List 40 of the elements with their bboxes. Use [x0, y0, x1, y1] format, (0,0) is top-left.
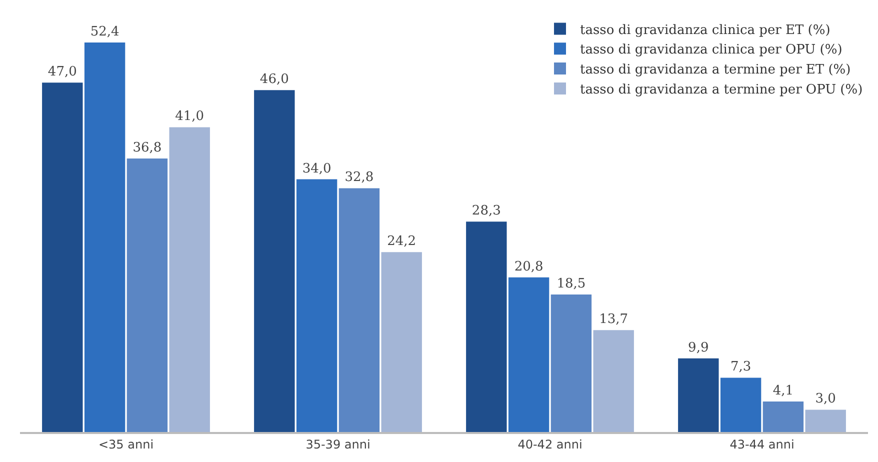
data-label: 20,8: [514, 259, 544, 274]
data-label: 46,0: [260, 72, 289, 88]
legend-label: tasso di gravidanza a termine per ET (%): [580, 62, 851, 78]
data-label: 34,0: [302, 161, 332, 176]
data-label: 32,8: [344, 170, 374, 186]
bar: [508, 277, 550, 432]
bar: [466, 222, 507, 432]
legend-label: tasso di gravidanza clinica per ET (%): [580, 22, 830, 38]
bar: [805, 410, 846, 432]
data-label: 4,1: [772, 384, 794, 399]
bar: [126, 158, 168, 432]
x-tick-label: 35-39 anni: [306, 437, 370, 452]
bar: [169, 127, 210, 432]
bar: [84, 42, 126, 432]
data-label: 3,0: [815, 392, 836, 407]
data-label: 18,5: [556, 276, 586, 292]
data-label: 52,4: [90, 24, 120, 40]
bar: [593, 330, 634, 432]
data-label: 9,9: [688, 340, 709, 356]
data-label: 47,0: [48, 64, 77, 80]
bar: [296, 179, 338, 432]
bar: [550, 294, 592, 432]
bar: [42, 82, 83, 432]
x-tick-label: 40-42 anni: [518, 437, 582, 452]
bar: [720, 378, 762, 432]
bar: [381, 252, 422, 432]
bar: [678, 358, 719, 432]
bar: [338, 188, 380, 432]
data-label: 24,2: [387, 234, 416, 250]
data-label: 7,3: [730, 360, 752, 375]
x-tick-label: 43-44 anni: [730, 437, 794, 452]
data-label: 36,8: [132, 140, 162, 156]
x-tick-label: <35 anni: [98, 437, 154, 452]
data-label: 13,7: [599, 312, 628, 328]
legend-label: tasso di gravidanza a termine per OPU (%): [580, 82, 863, 98]
legend-label: tasso di gravidanza clinica per OPU (%): [580, 42, 842, 58]
data-label: 41,0: [175, 109, 204, 124]
data-label: 28,3: [472, 204, 501, 219]
bar: [254, 90, 295, 432]
bar: [762, 402, 804, 432]
